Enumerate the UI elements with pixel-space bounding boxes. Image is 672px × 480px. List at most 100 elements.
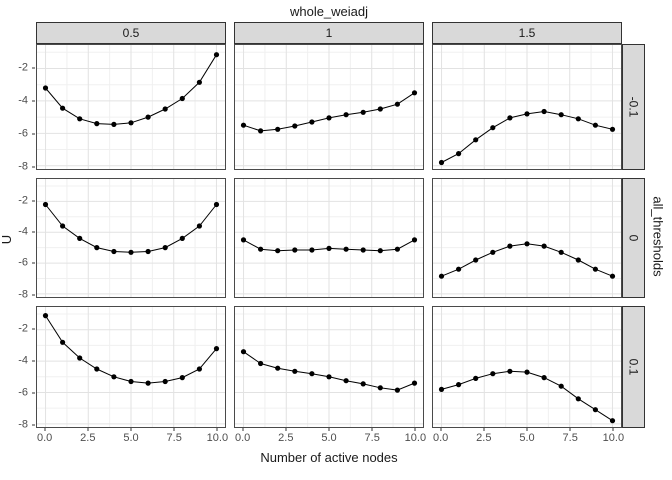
x-tick-mark	[371, 428, 373, 431]
data-point	[360, 247, 366, 253]
x-tick-mark	[612, 428, 614, 431]
x-tick-label: 0.0	[36, 432, 53, 444]
x-tick-label: 10.0	[404, 432, 427, 444]
x-tick-mark	[569, 428, 571, 431]
x-tick-label: 0.0	[432, 432, 449, 444]
data-point	[411, 380, 418, 386]
data-point	[326, 115, 332, 121]
data-point	[179, 235, 185, 241]
y-axis-ticks-row-2: -2 -4 -6 -8	[0, 178, 36, 301]
y-tick-label: -2	[18, 194, 28, 207]
x-tick-mark	[414, 428, 416, 431]
facet-panel-r2c1	[36, 178, 226, 298]
y-tick-label: -4	[18, 354, 28, 367]
data-point	[275, 126, 281, 132]
facet-panel-r2c3	[432, 178, 622, 298]
data-point	[377, 248, 383, 254]
data-point	[94, 366, 100, 372]
data-point	[60, 105, 66, 111]
facet-row-variable-label: all_thresholds	[651, 195, 666, 277]
data-point	[438, 386, 445, 392]
y-tick-label: -2	[18, 322, 28, 335]
facet-panel-r3c1	[36, 306, 226, 428]
y-tick-mark	[32, 262, 35, 264]
y-tick-label: -4	[18, 94, 28, 107]
data-point	[258, 246, 264, 252]
data-point	[42, 201, 49, 208]
data-point	[490, 125, 496, 131]
facet-col-strip-3: 1.5	[432, 22, 622, 44]
data-point	[292, 123, 298, 129]
y-tick-mark	[32, 294, 35, 296]
x-tick-mark	[285, 428, 287, 431]
y-tick-label: -6	[18, 127, 28, 140]
x-tick-mark	[173, 428, 175, 431]
data-point	[507, 368, 513, 374]
data-point	[394, 101, 400, 107]
facet-panel-r1c3	[432, 44, 622, 170]
y-axis-title: U	[0, 234, 15, 245]
y-tick-mark	[32, 133, 35, 135]
data-point	[309, 371, 315, 377]
facet-row-label: -0.1	[626, 96, 641, 118]
x-tick-mark	[328, 428, 330, 431]
data-point	[456, 266, 462, 272]
data-point	[456, 151, 462, 157]
data-point	[179, 375, 185, 381]
data-point	[77, 116, 83, 122]
y-tick-label: -6	[18, 256, 28, 269]
x-tick-label: 2.5	[278, 432, 294, 444]
data-point	[377, 385, 383, 391]
data-point	[360, 109, 366, 115]
data-point	[111, 374, 117, 380]
facet-row-strip-2: 0	[622, 178, 645, 298]
x-tick-mark	[87, 428, 89, 431]
y-tick-mark	[32, 392, 35, 394]
data-point	[162, 245, 168, 251]
data-point	[275, 365, 281, 371]
data-point	[541, 375, 547, 381]
data-point	[507, 243, 513, 249]
data-point	[343, 378, 349, 384]
data-point	[258, 128, 264, 134]
x-tick-label: 7.5	[562, 432, 578, 444]
data-point	[394, 246, 400, 252]
data-point	[196, 79, 202, 85]
data-point	[411, 90, 418, 96]
data-point	[575, 396, 581, 402]
y-tick-label: -8	[18, 160, 28, 173]
data-point	[609, 126, 616, 132]
data-point	[558, 249, 564, 255]
y-tick-mark	[32, 424, 35, 426]
data-point	[473, 257, 479, 263]
data-point	[258, 360, 264, 367]
data-point	[77, 355, 83, 361]
data-point	[343, 246, 349, 252]
y-tick-mark	[32, 100, 35, 102]
data-point	[411, 237, 418, 243]
x-tick-label: 5.0	[519, 432, 535, 444]
y-axis-ticks-row-3: -2 -4 -6 -8	[0, 306, 36, 430]
data-point	[490, 371, 496, 377]
x-tick-mark	[483, 428, 485, 431]
x-tick-label: 5.0	[123, 432, 139, 444]
data-point	[128, 249, 134, 255]
x-tick-label: 5.0	[321, 432, 337, 444]
data-point	[438, 273, 445, 279]
y-tick-mark	[32, 200, 35, 202]
y-tick-label: -8	[18, 288, 28, 301]
data-point	[94, 245, 100, 251]
plot-title: whole_weiadj	[289, 3, 369, 19]
data-point	[609, 273, 616, 279]
y-tick-label: -4	[18, 225, 28, 238]
facet-col-strip-1: 0.5	[36, 22, 226, 44]
data-point	[377, 106, 383, 112]
facet-panel-r3c3	[432, 306, 622, 428]
data-point	[128, 120, 134, 126]
data-point	[213, 201, 220, 208]
facet-col-label: 1.5	[518, 26, 536, 40]
x-tick-label: 7.5	[364, 432, 380, 444]
data-point	[162, 106, 168, 112]
data-point	[240, 122, 247, 128]
